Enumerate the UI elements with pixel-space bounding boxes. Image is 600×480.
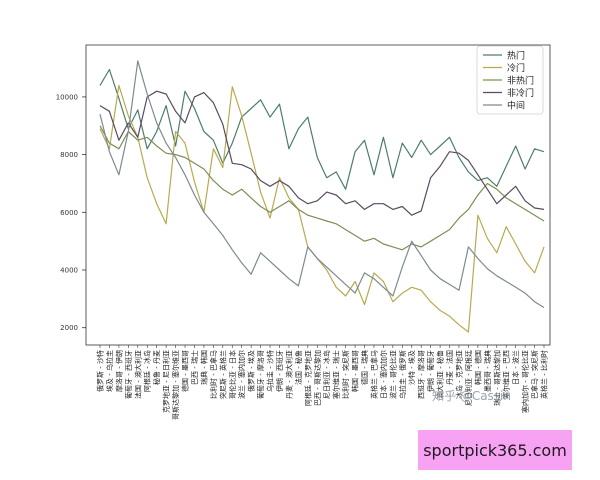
x-tick-label: 法国 - 澳大利亚 [133, 350, 142, 399]
x-tick-label: 俄罗斯 - 沙特 [96, 350, 105, 392]
x-tick-label: 波兰 - 塞内加尔 [237, 350, 246, 399]
x-tick-label: 伊朗 - 葡萄牙 [426, 350, 435, 392]
x-tick-label: 俄罗斯 - 埃及 [247, 350, 256, 392]
x-tick-label: 克罗地亚 - 尼日利亚 [162, 350, 171, 413]
x-tick-label: 尼日利亚 - 冰岛 [322, 350, 331, 399]
x-tick-label: 葡萄牙 - 摩洛哥 [256, 350, 265, 399]
site-banner-label: sportpick365.com [423, 440, 567, 460]
x-tick-label: 日本 - 塞内加尔 [379, 350, 388, 399]
x-tick-label: 瑞典 - 韩国 [199, 350, 208, 385]
x-tick-label: 阿根廷 - 克罗地亚 [303, 350, 312, 406]
x-tick-label: 墨西哥 - 瑞典 [483, 350, 492, 392]
x-tick-label: 法国 - 秘鲁 [294, 350, 303, 385]
x-tick-label: 哥伦比亚 - 日本 [228, 350, 237, 399]
x-tick-label: 沙特 - 埃及 [407, 350, 416, 385]
x-tick-label: 韩国 - 德国 [473, 350, 482, 385]
x-tick-label: 英格兰 - 比利时 [540, 350, 549, 399]
x-tick-label: 尼日利亚 - 阿根廷 [464, 350, 473, 406]
x-tick-label: 秘鲁 - 丹麦 [152, 350, 161, 385]
x-tick-label: 葡萄牙 - 西班牙 [124, 350, 133, 399]
series-line-1 [99, 68, 545, 190]
x-tick-label: 塞内加尔 - 哥伦比亚 [521, 350, 530, 413]
x-tick-label: 波兰 - 哥伦比亚 [388, 350, 397, 399]
y-tick-label: 10000 [56, 93, 78, 101]
x-tick-label: 比利时 - 巴拿马 [209, 350, 218, 399]
x-tick-label: 瑞士 - 哥斯达黎加 [492, 350, 501, 406]
x-tick-label: 韩国 - 墨西哥 [351, 350, 360, 392]
plot-area-frame [85, 44, 551, 346]
x-tick-label: 日本 - 波兰 [511, 350, 520, 385]
y-tick-label: 6000 [60, 209, 78, 217]
x-tick-label: 乌拉圭 - 沙特 [266, 350, 275, 392]
x-tick-label: 埃及 - 乌拉圭 [105, 350, 114, 392]
x-tick-label: 丹麦 - 澳大利亚 [284, 350, 293, 399]
y-axis: 2000 4000 6000 8000 10000 [56, 93, 86, 332]
legend-box [476, 45, 544, 115]
x-tick-label: 德国 - 墨西哥 [181, 350, 190, 392]
x-tick-label: 丹麦 - 法国 [445, 350, 454, 385]
x-tick-label: 乌拉圭 - 俄罗斯 [398, 350, 407, 399]
x-tick-label: 冰岛 - 克罗地亚 [454, 350, 463, 399]
series-lines [99, 60, 545, 333]
x-tick-label: 澳大利亚 - 秘鲁 [436, 350, 445, 399]
legend-label: 中间 [507, 100, 525, 112]
legend-label: 热门 [507, 50, 525, 62]
y-tick-label: 4000 [60, 267, 78, 275]
series-line-2 [99, 84, 545, 333]
x-tick-label: 巴西 - 哥斯达黎加 [313, 350, 322, 406]
x-tick-label: 英格兰 - 巴拿马 [369, 350, 378, 399]
x-tick-label: 德国 - 瑞典 [360, 350, 369, 385]
x-tick-label: 塞尔维亚 - 巴西 [502, 350, 511, 399]
x-tick-label: 阿根廷 - 冰岛 [143, 350, 152, 392]
x-tick-label: 西班牙 - 摩洛哥 [417, 350, 426, 399]
x-tick-label: 伊朗 - 西班牙 [275, 350, 284, 392]
series-line-5 [99, 60, 545, 309]
x-tick-label: 摩洛哥 - 伊朗 [114, 350, 123, 392]
x-tick-label: 巴拿马 - 突尼斯 [530, 350, 539, 399]
x-axis: 俄罗斯 - 沙特 埃及 - 乌拉圭 摩洛哥 - 伊朗 葡萄牙 - 西班牙 法国 - 澳大… [96, 345, 549, 420]
x-tick-label: 突尼斯 - 英格兰 [218, 350, 227, 399]
x-tick-label: 比利时 - 突尼斯 [341, 350, 350, 399]
legend-label: 非热门 [507, 75, 534, 87]
x-tick-label: 哥斯达黎加 - 塞尔维亚 [171, 350, 180, 420]
x-tick-label: 巴西 - 瑞士 [190, 350, 199, 385]
series-line-4 [99, 90, 545, 216]
y-tick-label: 8000 [60, 151, 78, 159]
legend-label: 冷门 [507, 62, 525, 74]
y-tick-label: 2000 [60, 324, 78, 332]
x-tick-label: 塞尔维亚 - 瑞士 [332, 350, 341, 399]
site-banner[interactable]: sportpick365.com [418, 430, 572, 470]
watermark-text: 知乎 @Cassin [432, 389, 511, 403]
legend-label: 非冷门 [507, 87, 534, 99]
